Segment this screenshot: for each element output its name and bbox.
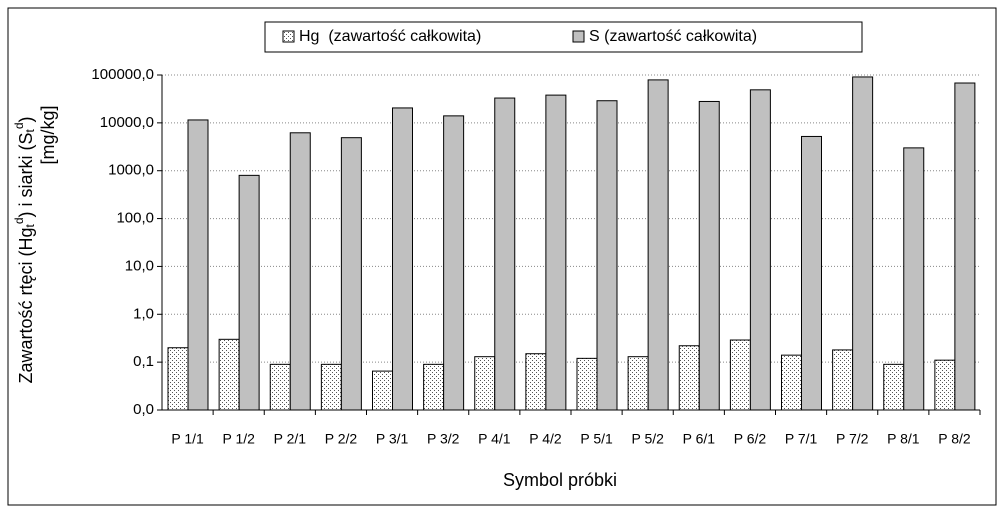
bar [627,356,649,411]
y-tick-label: 100000,0 [91,66,154,83]
x-tick-label: P 3/2 [427,431,460,447]
bar [269,363,291,411]
y-axis-label-unit: [mg/kg] [38,105,58,164]
bar [187,119,209,411]
bar [934,359,956,411]
legend-label: Hg (zawartość całkowita) [299,28,481,45]
y-tick-label: 10000,0 [100,114,154,131]
bar [340,137,362,411]
y-axis-label-part: ) i siarki (S [16,132,36,217]
bar [238,174,260,411]
bar [749,89,771,411]
y-axis-label-part: d [12,122,26,129]
x-tick-label: P 1/1 [171,431,204,447]
bar [494,97,516,411]
x-tick-label: P 1/2 [222,431,255,447]
bar [167,347,189,411]
y-tick-label: 0,1 [133,353,154,370]
bar [596,100,618,411]
x-tick-label: P 7/1 [785,431,818,447]
legend-box [264,21,863,53]
x-tick-label: P 2/1 [274,431,307,447]
x-tick-label: P 7/2 [836,431,869,447]
y-tick-label: 100,0 [116,210,154,227]
chart-border [7,7,997,506]
bar [698,100,720,411]
x-tick-label: P 8/2 [938,431,971,447]
bar [443,115,465,411]
x-tick-label: P 6/2 [734,431,767,447]
bar [320,363,342,411]
y-axis-label-part: t [23,128,37,132]
x-tick-label: P 4/1 [478,431,511,447]
bar [954,82,976,411]
bar [852,76,874,411]
y-axis-label-part: d [12,217,26,224]
bar [545,94,567,411]
y-axis-label: Zawartość rtęci (Hgtd) i siarki (Std) [12,116,37,383]
x-tick-label: P 5/2 [631,431,664,447]
bar [647,79,669,411]
y-tick-label: 1000,0 [108,162,154,179]
y-axis-label-part: ) [16,116,36,122]
bar [392,107,413,411]
bar [678,345,700,411]
x-tick-label: P 3/1 [376,431,409,447]
bar [423,363,445,411]
x-tick-label: P 2/2 [325,431,358,447]
legend-swatch [572,30,585,43]
bar [832,349,854,411]
x-tick-label: P 5/1 [580,431,613,447]
x-axis-label: Symbol próbki [503,470,617,490]
bar [525,353,547,411]
x-tick-label: P 8/1 [887,431,920,447]
x-tick-label: P 6/1 [683,431,716,447]
bar [903,147,925,411]
bar [883,363,905,411]
bar [729,339,751,411]
bar [781,354,802,411]
bar [372,370,393,411]
y-tick-label: 0,0 [133,401,154,418]
y-axis-label-group: Zawartość rtęci (Hgtd) i siarki (Std) [12,116,37,383]
x-tick-label: P 4/2 [529,431,562,447]
bar [218,338,240,411]
bar [801,135,822,411]
y-axis-label-part: Zawartość rtęci (Hg [16,228,36,384]
y-tick-label: 10,0 [125,257,154,274]
legend-label: S (zawartość całkowita) [589,28,757,45]
bar [474,356,496,411]
bar [576,357,598,411]
legend-swatch [282,30,295,43]
bar [289,132,311,411]
y-tick-label: 1,0 [133,305,154,322]
y-axis-label-part: t [23,224,37,228]
